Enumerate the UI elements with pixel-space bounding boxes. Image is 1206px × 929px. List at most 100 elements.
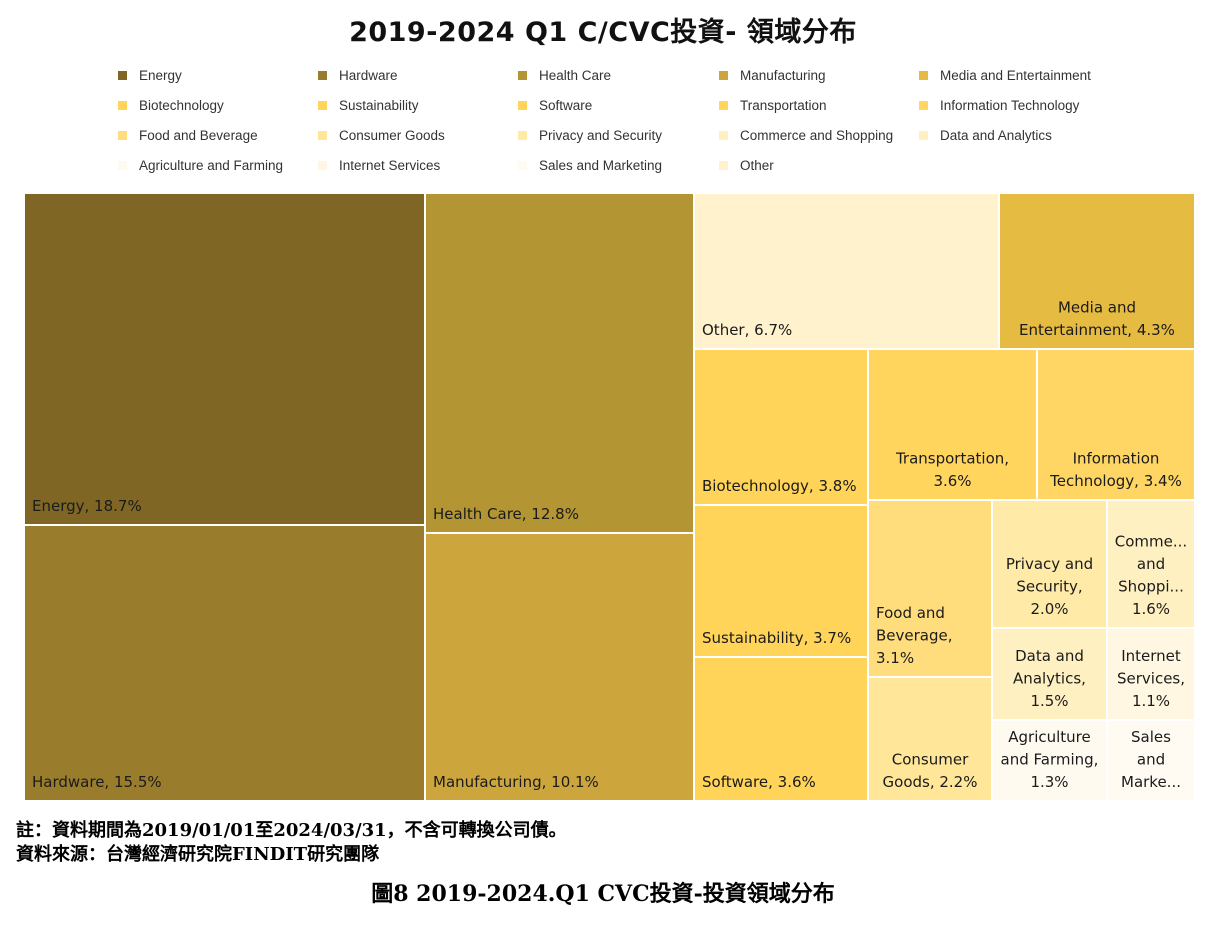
legend-label: Hardware <box>339 67 398 83</box>
tile-rect <box>1106 719 1196 802</box>
chart-title: 2019-2024 Q1 C/CVC投資- 領域分布 <box>349 17 857 48</box>
tile-software: Software, 3.6% <box>693 656 869 802</box>
legend-label: Data and Analytics <box>940 127 1052 143</box>
legend-item-health-care: Health Care <box>518 64 611 86</box>
tile-label: Media and Entertainment, 4.3% <box>1019 299 1175 340</box>
tile-privacy-and-security: Privacy and Security, 2.0% <box>991 499 1108 629</box>
tile-information-technology: Information Technology, 3.4% <box>1036 348 1196 501</box>
tile-rect <box>424 192 695 534</box>
legend-item-sustainability: Sustainability <box>318 94 419 116</box>
legend-swatch <box>118 70 127 80</box>
legend-label: Internet Services <box>339 157 441 173</box>
tile-rect <box>693 504 869 658</box>
legend-item-food-and-beverage: Food and Beverage <box>118 124 258 146</box>
legend-item-data-and-analytics: Data and Analytics <box>919 124 1052 146</box>
data-period-note: 註：資料期間為2019/01/01至2024/03/31，不含可轉換公司債。 <box>16 820 567 841</box>
tile-agriculture-and-farming: Agriculture and Farming, 1.3% <box>991 719 1108 802</box>
legend-label: Commerce and Shopping <box>740 127 894 143</box>
legend-swatch <box>518 160 527 170</box>
tile-food-and-beverage: Food and Beverage, 3.1% <box>867 499 993 678</box>
tile-commerce-and-shopping: Comme... and Shoppi... 1.6% <box>1106 499 1196 629</box>
tile-rect <box>424 532 695 802</box>
legend-swatch <box>318 70 327 80</box>
tile-rect <box>23 524 426 802</box>
legend-item-transportation: Transportation <box>719 94 827 116</box>
legend-label: Information Technology <box>940 97 1080 113</box>
tile-label: Transportation, 3.6% <box>895 450 1009 491</box>
legend-item-software: Software <box>518 94 592 116</box>
legend-label: Consumer Goods <box>339 127 445 143</box>
legend-swatch <box>719 70 728 80</box>
legend-label: Energy <box>139 67 182 83</box>
tile-label: Agriculture and Farming, 1.3% <box>1001 728 1099 791</box>
legend-item-hardware: Hardware <box>318 64 398 86</box>
figure-caption: 圖8 2019-2024.Q1 CVC投資-投資領域分布 <box>371 881 835 907</box>
tile-label: Energy, 18.7% <box>32 497 142 515</box>
tile-label: Health Care, 12.8% <box>433 505 579 523</box>
legend-label: Sales and Marketing <box>539 157 663 173</box>
legend-item-information-technology: Information Technology <box>919 94 1079 116</box>
legend-label: Health Care <box>539 67 612 83</box>
tile-label: Food and Beverage, 3.1% <box>876 604 953 667</box>
legend-swatch <box>118 100 127 110</box>
tile-rect <box>1106 627 1196 721</box>
legend-item-internet-services: Internet Services <box>318 154 440 176</box>
legend-swatch <box>919 130 928 140</box>
tile-label: Biotechnology, 3.8% <box>702 477 857 495</box>
source-note: 資料來源：台灣經濟研究院FINDIT研究團隊 <box>16 844 380 865</box>
legend-swatch <box>919 100 928 110</box>
legend-item-commerce-and-shopping: Commerce and Shopping <box>719 124 893 146</box>
tile-transportation: Transportation, 3.6% <box>867 348 1038 501</box>
legend-label: Food and Beverage <box>139 127 258 143</box>
legend-swatch <box>518 70 527 80</box>
tile-internet-services: Internet Services, 1.1% <box>1106 627 1196 721</box>
tile-label: Information Technology, 3.4% <box>1049 450 1182 491</box>
chart-legend: Energy Hardware Health Care Manufacturing Me… <box>118 64 1178 184</box>
tile-label: Internet Services, 1.1% <box>1117 647 1185 710</box>
tile-rect <box>693 192 1000 350</box>
legend-label: Manufacturing <box>740 67 826 83</box>
tile-label: Other, 6.7% <box>702 321 792 339</box>
tile-label: Manufacturing, 10.1% <box>433 773 599 791</box>
tile-rect <box>693 656 869 802</box>
legend-swatch <box>518 100 527 110</box>
legend-item-consumer-goods: Consumer Goods <box>318 124 445 146</box>
tile-hardware: Hardware, 15.5% <box>23 524 426 802</box>
tile-biotechnology: Biotechnology, 3.8% <box>693 348 869 506</box>
legend-item-media-and-entertainment: Media and Entertainment <box>919 64 1091 86</box>
tile-data-and-analytics: Data and Analytics, 1.5% <box>991 627 1108 721</box>
legend-label: Media and Entertainment <box>940 67 1091 83</box>
tile-rect <box>1036 348 1196 501</box>
tile-health-care: Health Care, 12.8% <box>424 192 695 534</box>
legend-swatch <box>719 160 728 170</box>
legend-item-privacy-and-security: Privacy and Security <box>518 124 662 146</box>
tile-label: Comme... and Shoppi... 1.6% <box>1115 533 1187 619</box>
legend-item-biotechnology: Biotechnology <box>118 94 224 116</box>
legend-swatch <box>919 70 928 80</box>
legend-label: Biotechnology <box>139 97 224 113</box>
legend-item-agriculture-and-farming: Agriculture and Farming <box>118 154 283 176</box>
legend-swatch <box>318 160 327 170</box>
tile-rect <box>867 499 993 678</box>
tile-rect <box>867 348 1038 501</box>
tile-rect <box>991 499 1108 629</box>
legend-swatch <box>118 160 127 170</box>
tile-rect <box>693 348 869 506</box>
legend-swatch <box>719 130 728 140</box>
legend-item-other: Other <box>719 154 774 176</box>
tile-manufacturing: Manufacturing, 10.1% <box>424 532 695 802</box>
tile-rect <box>1106 499 1196 629</box>
legend-swatch <box>318 130 327 140</box>
legend-item-energy: Energy <box>118 64 182 86</box>
legend-item-manufacturing: Manufacturing <box>719 64 826 86</box>
legend-swatch <box>719 100 728 110</box>
legend-label: Other <box>740 157 774 173</box>
legend-item-sales-and-marketing: Sales and Marketing <box>518 154 662 176</box>
legend-swatch <box>318 100 327 110</box>
tile-label: Sustainability, 3.7% <box>702 629 851 647</box>
tile-rect <box>998 192 1196 350</box>
tile-sustainability: Sustainability, 3.7% <box>693 504 869 658</box>
tile-energy: Energy, 18.7% <box>23 192 426 526</box>
tile-rect <box>991 719 1108 802</box>
